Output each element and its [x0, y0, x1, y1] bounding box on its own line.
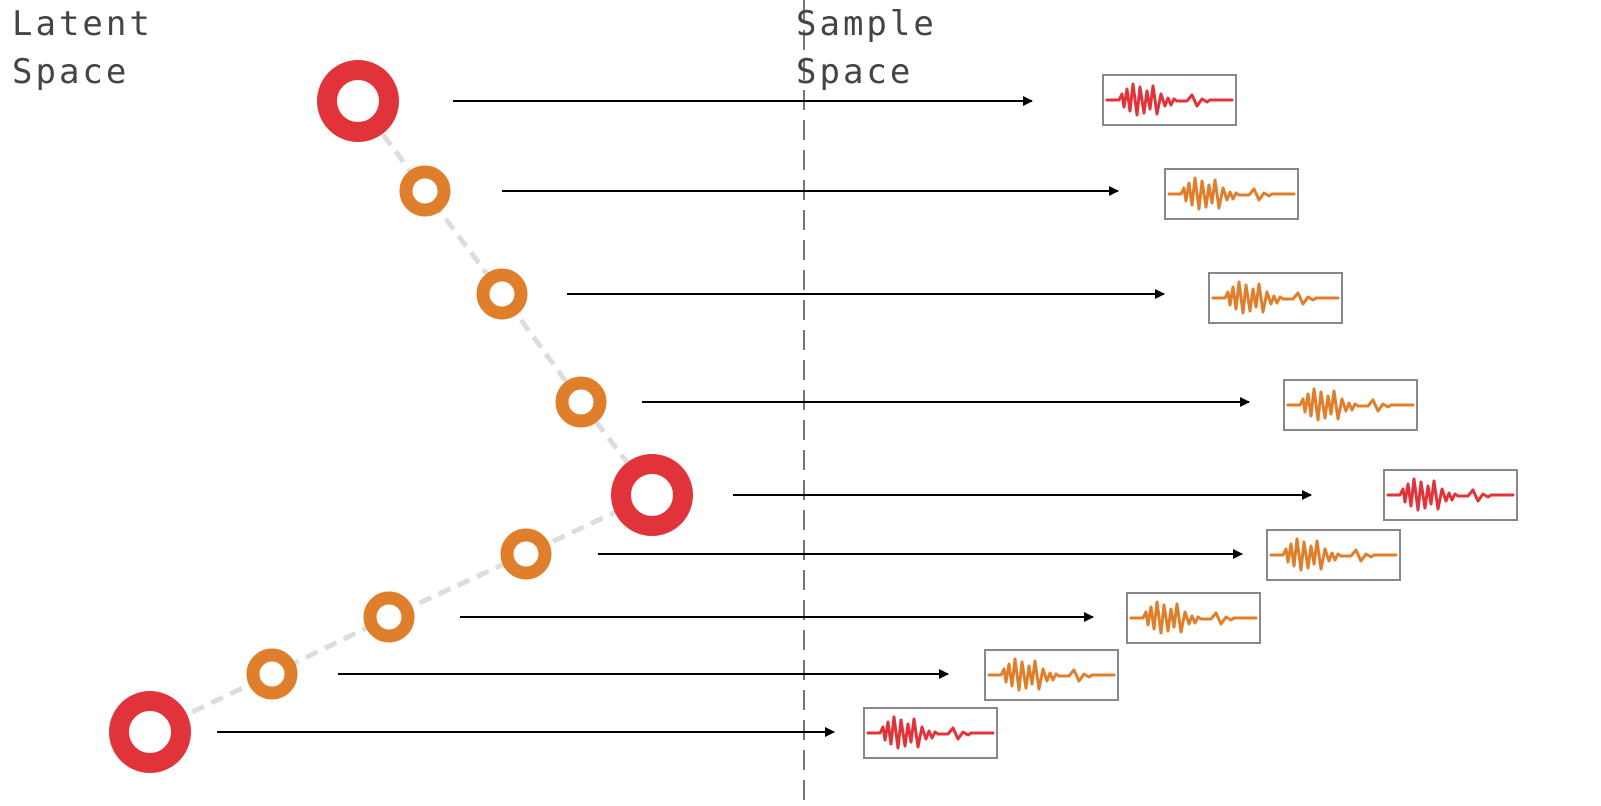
- waveform-line: [987, 657, 1116, 692]
- latent-space-label: Latent Space: [12, 4, 153, 92]
- waveform-line: [1167, 176, 1296, 211]
- interpolated-sample-waveform: [1266, 529, 1401, 581]
- interpolated-sample-waveform: [1164, 168, 1299, 220]
- waveform-line: [866, 715, 995, 750]
- sample-waveforms: [863, 74, 1518, 759]
- interpolated-latent-point: [363, 591, 415, 643]
- interpolated-latent-point: [500, 528, 552, 580]
- latent-points: [109, 60, 693, 773]
- anchor-latent-point: [109, 691, 191, 773]
- interpolated-sample-waveform: [1126, 592, 1261, 644]
- interpolated-latent-point: [476, 268, 528, 320]
- waveform-line: [1269, 537, 1398, 572]
- waveform-line: [1129, 600, 1258, 635]
- interpolated-sample-waveform: [1208, 272, 1343, 324]
- interpolated-sample-waveform: [984, 649, 1119, 701]
- anchor-sample-waveform: [1102, 74, 1237, 126]
- waveform-line: [1386, 477, 1515, 512]
- interpolated-latent-point: [399, 165, 451, 217]
- anchor-latent-point: [611, 454, 693, 536]
- anchor-latent-point: [317, 60, 399, 142]
- waveform-line: [1211, 280, 1340, 315]
- waveform-line: [1286, 387, 1415, 422]
- interpolated-latent-point: [555, 376, 607, 428]
- anchor-sample-waveform: [1383, 469, 1518, 521]
- interpolated-latent-point: [246, 648, 298, 700]
- sample-space-label: Sample Space: [796, 4, 937, 92]
- interpolated-sample-waveform: [1283, 379, 1418, 431]
- mapping-arrows: [217, 96, 1312, 737]
- waveform-line: [1105, 82, 1234, 117]
- anchor-sample-waveform: [863, 707, 998, 759]
